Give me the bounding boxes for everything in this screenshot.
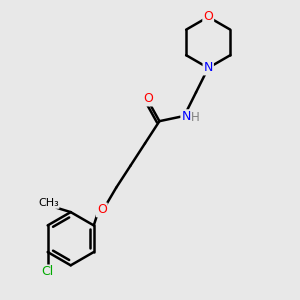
Text: N: N — [203, 61, 213, 74]
Text: O: O — [203, 11, 213, 23]
Text: H: H — [190, 111, 199, 124]
Text: O: O — [97, 203, 107, 216]
Text: N: N — [182, 110, 191, 123]
Text: Cl: Cl — [41, 266, 54, 278]
Text: O: O — [143, 92, 153, 106]
Text: CH₃: CH₃ — [38, 198, 59, 208]
